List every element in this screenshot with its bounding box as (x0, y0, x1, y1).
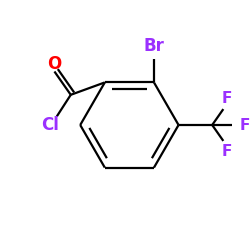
Text: F: F (222, 91, 232, 106)
Text: Cl: Cl (42, 116, 59, 134)
Text: O: O (47, 56, 62, 74)
Text: F: F (239, 118, 250, 132)
Text: Br: Br (144, 37, 165, 55)
Text: F: F (222, 144, 232, 159)
